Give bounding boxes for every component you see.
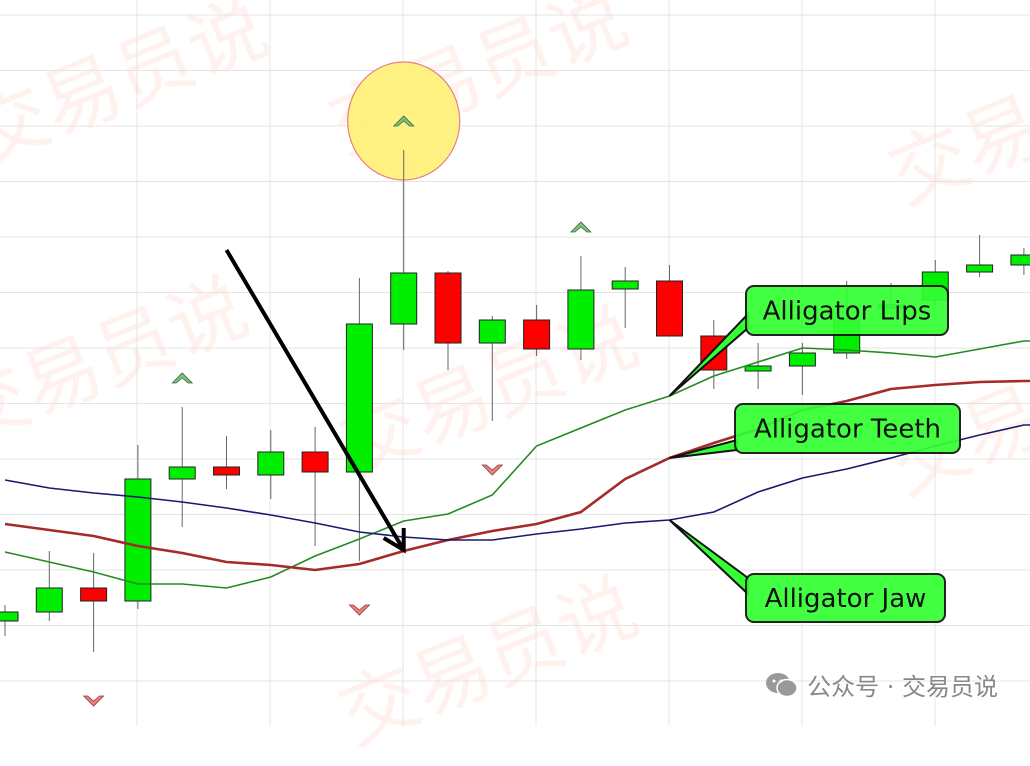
annotation-alligator-teeth: Alligator Teeth bbox=[669, 403, 961, 459]
candle-body bbox=[168, 466, 196, 480]
candle-body bbox=[1010, 254, 1030, 266]
candle-body bbox=[523, 319, 551, 350]
annotation-alligator-jaw: Alligator Jaw bbox=[668, 519, 946, 623]
annotation-label: Alligator Lips bbox=[763, 297, 932, 327]
arrow-line bbox=[224, 248, 406, 552]
fractal-down-icon bbox=[348, 604, 371, 616]
fractal-up-icon bbox=[392, 115, 415, 127]
series-line-alligator-teeth bbox=[4, 379, 1030, 572]
fractal-down-icon bbox=[481, 464, 504, 476]
fractal-down-icon bbox=[82, 695, 105, 707]
candle-body bbox=[345, 323, 373, 473]
annotation-box bbox=[745, 573, 946, 623]
candle-body bbox=[80, 587, 108, 602]
annotation-box bbox=[734, 403, 961, 454]
alligator-chart: Alligator Lips Alligator Teeth Alligator J… bbox=[0, 0, 1030, 726]
candle-body bbox=[301, 451, 329, 473]
fractal-up-icon bbox=[569, 221, 592, 233]
candle-body bbox=[390, 272, 418, 325]
candle-body bbox=[124, 478, 152, 602]
annotation-label: Alligator Jaw bbox=[765, 584, 927, 614]
candle-body bbox=[656, 280, 683, 337]
annotation-alligator-lips: Alligator Lips bbox=[668, 285, 949, 397]
annotation-pointer bbox=[669, 438, 738, 459]
candle-body bbox=[257, 451, 285, 476]
arrow-head-icon bbox=[382, 528, 406, 554]
fractal-up-icon bbox=[171, 372, 194, 384]
series-line-alligator-jaw bbox=[4, 424, 1030, 541]
candle-body bbox=[434, 272, 462, 344]
candle-body bbox=[744, 365, 772, 372]
candle-body bbox=[611, 280, 639, 290]
candle-body bbox=[213, 466, 240, 476]
candle-body bbox=[966, 264, 994, 273]
candle-body bbox=[35, 587, 63, 613]
candle-body bbox=[478, 319, 506, 344]
candle-body bbox=[0, 611, 19, 622]
candle-body bbox=[788, 352, 816, 367]
series-line-alligator-lips bbox=[4, 340, 1030, 589]
annotation-pointer bbox=[668, 519, 749, 597]
annotation-label: Alligator Teeth bbox=[754, 415, 941, 445]
footer: 公众号 · 交易员说 bbox=[765, 667, 998, 702]
footer-text: 公众号 · 交易员说 bbox=[807, 673, 998, 701]
candle-body bbox=[567, 289, 595, 350]
wechat-icon bbox=[765, 672, 799, 698]
annotation-box bbox=[745, 285, 949, 336]
